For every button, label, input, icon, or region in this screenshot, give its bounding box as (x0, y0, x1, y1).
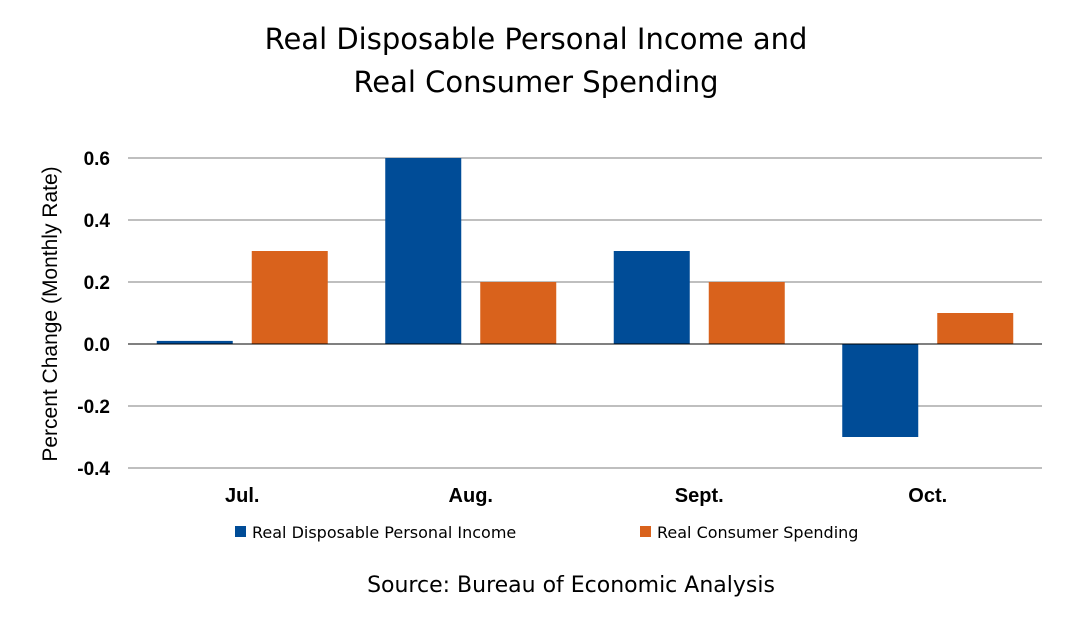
bar-spending-3 (937, 313, 1014, 344)
x-tick-label: Sept. (675, 485, 724, 507)
x-tick-label: Aug. (449, 485, 493, 507)
legend-label-spending: Real Consumer Spending (657, 523, 858, 542)
bar-spending-1 (480, 282, 557, 344)
legend-swatch-income (235, 526, 246, 537)
y-tick-label: -0.2 (77, 397, 110, 418)
bar-spending-0 (251, 251, 328, 344)
bar-spending-2 (708, 282, 785, 344)
legend-swatch-spending (640, 526, 651, 537)
chart-title-line-1: Real Disposable Personal Income and (265, 22, 808, 56)
y-tick-label: 0.4 (84, 211, 111, 232)
bar-income-3 (842, 344, 919, 437)
y-axis-ticks: -0.4 -0.2 0.0 0.2 0.4 0.6 (77, 149, 110, 480)
bar-income-1 (385, 158, 462, 344)
bars (156, 158, 1014, 437)
x-tick-label: Oct. (908, 485, 947, 507)
source-note: Source: Bureau of Economic Analysis (367, 573, 775, 598)
x-tick-label: Jul. (225, 485, 259, 507)
bar-income-0 (156, 340, 233, 344)
legend: Real Disposable Personal Income Real Con… (235, 523, 858, 542)
y-tick-label: 0.0 (84, 335, 110, 356)
y-tick-label: 0.6 (84, 149, 110, 170)
y-tick-label: -0.4 (77, 459, 110, 480)
y-tick-label: 0.2 (84, 273, 110, 294)
bar-income-2 (613, 251, 690, 344)
y-axis-label: Percent Change (Monthly Rate) (39, 166, 62, 461)
legend-label-income: Real Disposable Personal Income (252, 523, 516, 542)
x-axis-ticks: Jul. Aug. Sept. Oct. (225, 485, 947, 507)
chart-title-line-2: Real Consumer Spending (353, 65, 718, 99)
